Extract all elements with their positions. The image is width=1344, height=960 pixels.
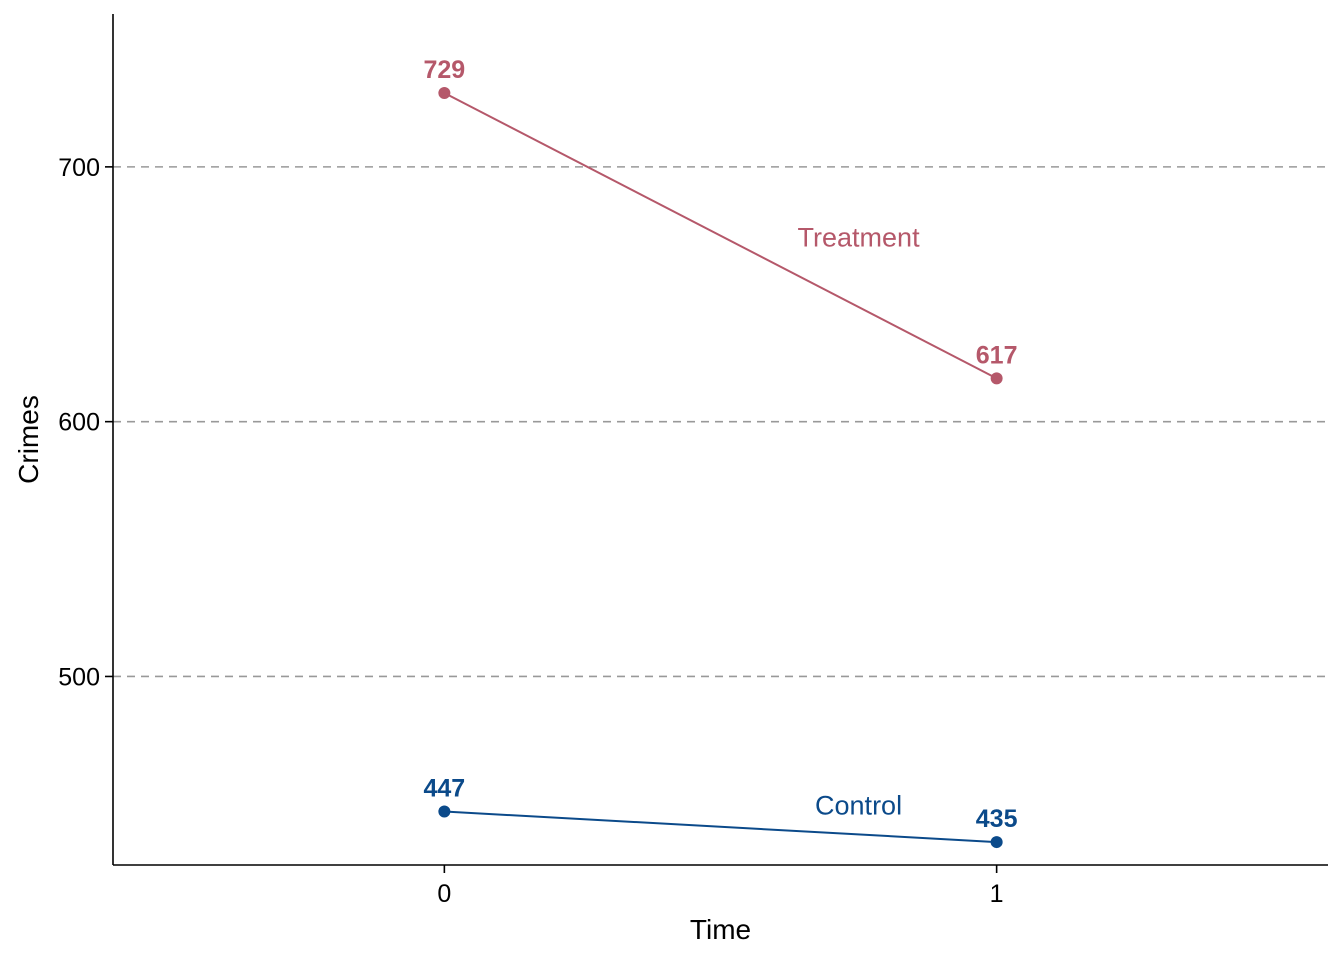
data-point-control bbox=[990, 836, 1003, 849]
data-label-control: 435 bbox=[976, 805, 1018, 833]
series-line-treatment bbox=[443, 92, 998, 380]
ticks: 500 600 700 0 1 bbox=[58, 154, 1003, 908]
data-point-treatment bbox=[438, 86, 451, 99]
y-tick-label: 500 bbox=[58, 663, 100, 691]
series-name-label-control: Control bbox=[815, 790, 902, 820]
data-label-control: 447 bbox=[424, 774, 466, 802]
y-tick-label: 600 bbox=[58, 409, 100, 437]
series-control: 447 435 Control bbox=[424, 774, 1018, 849]
x-axis-title: Time bbox=[690, 914, 751, 945]
x-tick-label: 0 bbox=[437, 880, 451, 908]
data-label-treatment: 729 bbox=[424, 56, 466, 84]
axes bbox=[112, 14, 1328, 866]
gridlines bbox=[113, 166, 1328, 678]
y-tick-label: 700 bbox=[58, 154, 100, 182]
series-name-label-treatment: Treatment bbox=[798, 222, 921, 252]
series-treatment: 729 617 Treatment bbox=[424, 56, 1018, 385]
data-point-control bbox=[438, 805, 451, 818]
series-layer: 729 617 Treatment 447 435 Control bbox=[424, 56, 1018, 849]
series-line-control bbox=[444, 810, 997, 844]
x-tick-label: 1 bbox=[990, 880, 1004, 908]
data-point-treatment bbox=[990, 372, 1003, 385]
data-label-treatment: 617 bbox=[976, 341, 1018, 369]
y-axis-title: Crimes bbox=[13, 395, 44, 484]
